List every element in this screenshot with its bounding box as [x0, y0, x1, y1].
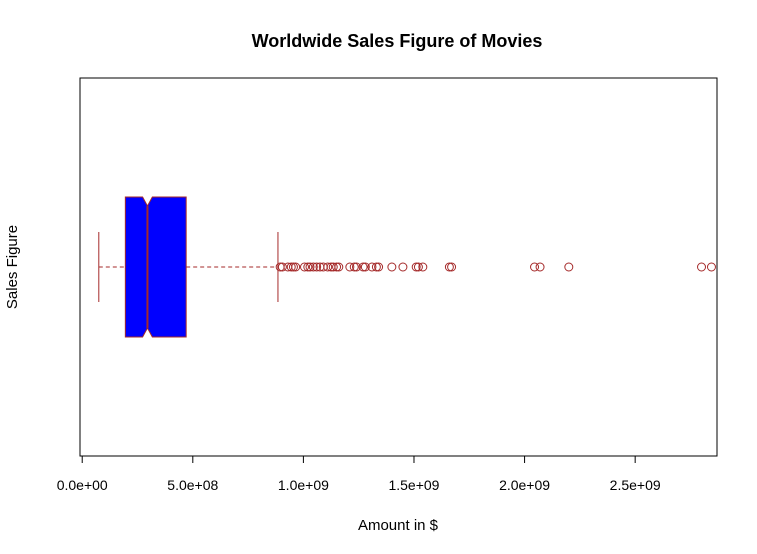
outlier-point	[367, 262, 377, 272]
outlier-point	[305, 262, 315, 272]
outlier-point	[288, 262, 298, 272]
x-tick-label: 5.0e+08	[167, 477, 218, 493]
outlier-point	[334, 262, 344, 272]
outlier-point	[345, 262, 355, 272]
outlier-point	[323, 262, 333, 272]
x-tick-label: 0.0e+00	[57, 477, 108, 493]
x-tick-label: 1.0e+09	[278, 477, 329, 493]
chart-title: Worldwide Sales Figure of Movies	[252, 31, 543, 51]
outlier-point	[411, 262, 421, 272]
outlier-point	[564, 262, 574, 272]
outlier-point	[535, 262, 545, 272]
outlier-point	[418, 262, 428, 272]
outlier-point	[413, 262, 423, 272]
outlier-point	[291, 262, 301, 272]
x-axis: 0.0e+00 5.0e+08 1.0e+09 1.5e+09 2.0e+09 2.5e+…	[57, 455, 661, 493]
x-tick-label: 1.5e+09	[388, 477, 439, 493]
outlier-point	[332, 262, 342, 272]
outlier-point	[286, 262, 296, 272]
outlier-point	[299, 262, 309, 272]
outlier-point	[530, 262, 540, 272]
x-axis-label: Amount in $	[358, 517, 439, 534]
outlier-point	[358, 262, 368, 272]
outlier-point	[706, 262, 716, 272]
outlier-point	[308, 262, 318, 272]
outliers	[275, 262, 716, 272]
outlier-point	[371, 262, 381, 272]
x-tick-label: 2.5e+09	[610, 477, 661, 493]
outlier-point	[374, 262, 384, 272]
outlier-point	[277, 262, 287, 272]
outlier-point	[398, 262, 408, 272]
outlier-point	[444, 262, 454, 272]
outlier-point	[447, 262, 457, 272]
outlier-point	[303, 262, 313, 272]
outlier-point	[349, 262, 359, 272]
x-tick-label: 2.0e+09	[499, 477, 550, 493]
y-axis-label: Sales Figure	[4, 225, 21, 309]
boxplot	[98, 196, 279, 338]
outlier-point	[360, 262, 370, 272]
outlier-point	[312, 262, 322, 272]
outlier-point	[387, 262, 397, 272]
outlier-point	[697, 262, 707, 272]
notched-box	[124, 196, 187, 338]
outlier-point	[328, 262, 338, 272]
outlier-point	[351, 262, 361, 272]
